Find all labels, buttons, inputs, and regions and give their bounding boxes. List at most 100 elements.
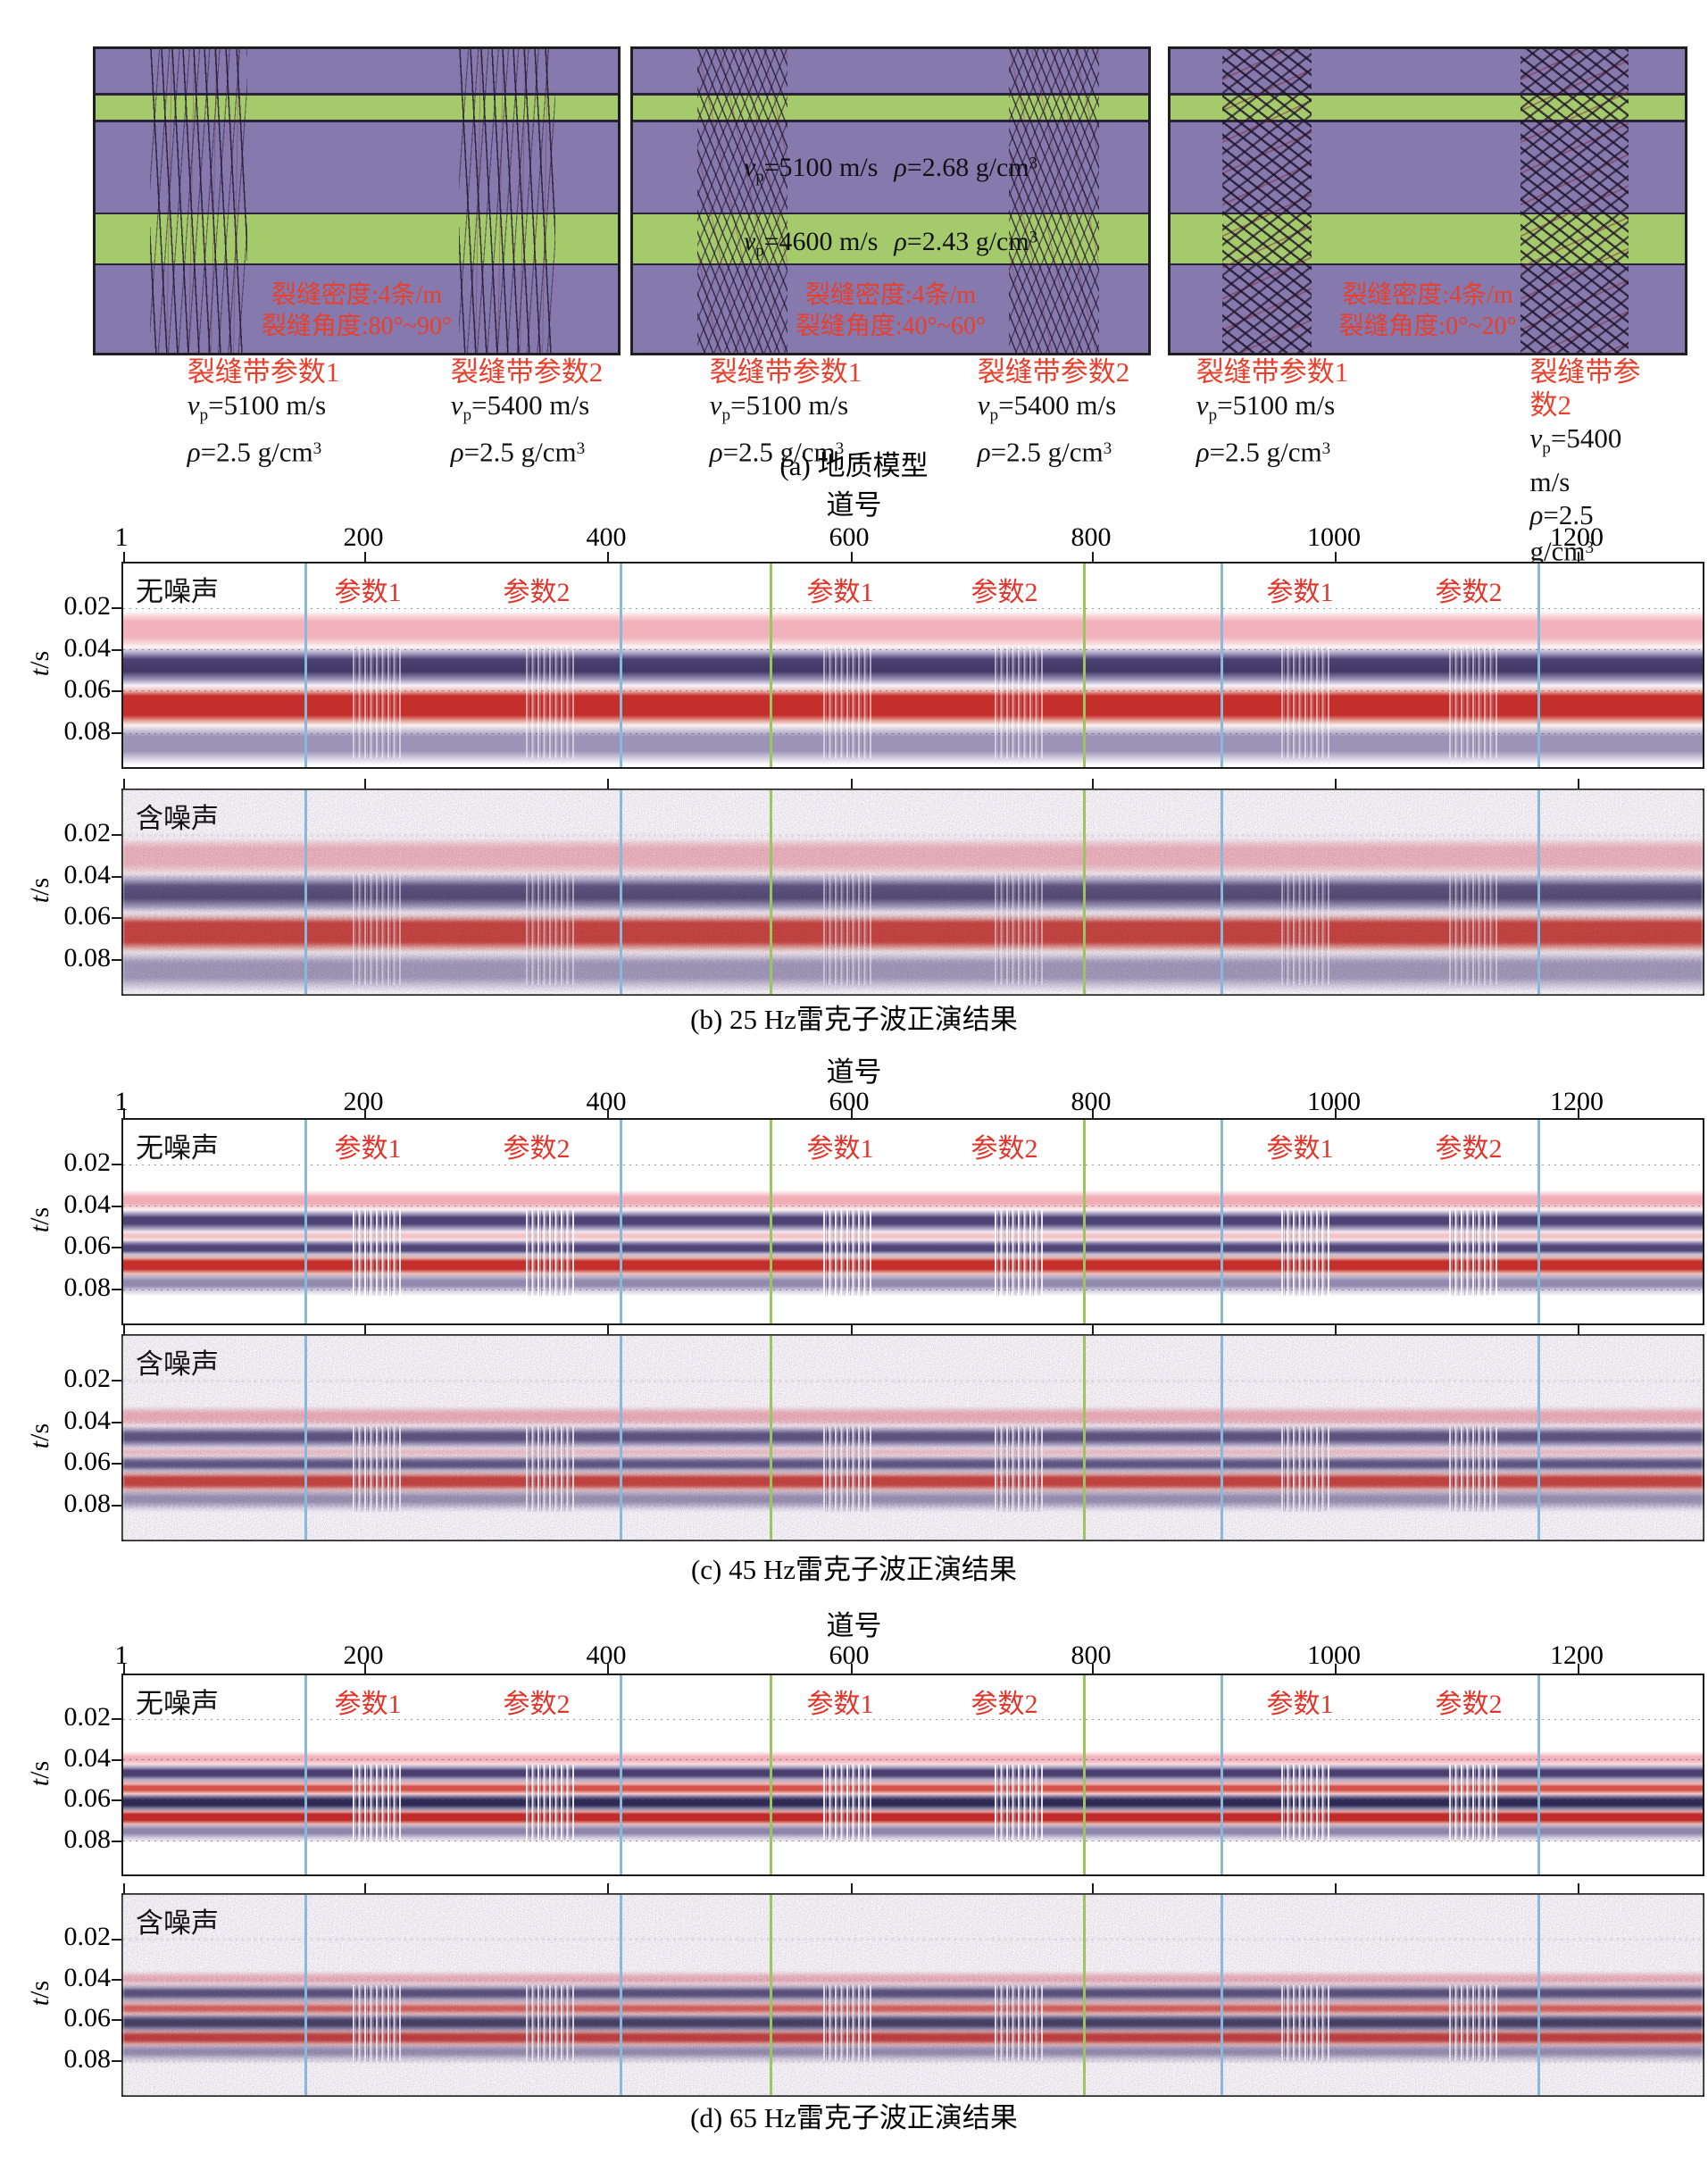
- vp-value: vp=5100 m/s: [709, 389, 849, 425]
- fracture-cluster: [1221, 49, 1312, 353]
- panel-condition-label: 无噪声: [136, 1688, 219, 1719]
- panel-condition-label: 含噪声: [136, 1348, 219, 1380]
- param2-marker: 参数2: [503, 578, 571, 607]
- panel-condition-label: 含噪声: [136, 1907, 219, 1939]
- panel-condition-label: 无噪声: [136, 576, 219, 607]
- fracture-zone-marker-lines: [123, 1675, 1703, 1874]
- panel-condition-label: 含噪声: [136, 803, 219, 834]
- fracture-zone-marker-lines: [123, 790, 1703, 994]
- zone-label-p3-1: 裂缝带参数1 vp=5100 m/s ρ=2.5 g/cm3: [1196, 356, 1349, 468]
- zone-label-p2-2: 裂缝带参数2 vp=5400 m/s ρ=2.5 g/cm3: [977, 356, 1130, 468]
- fracture-cluster: [458, 49, 555, 353]
- y-tick-label: 0.04: [63, 1743, 112, 1773]
- caption-b: (b) 25 Hz雷克子波正演结果: [690, 1004, 1018, 1035]
- x-tick-label: 400: [586, 522, 627, 552]
- fracture-angle: 裂缝角度:0°~20°: [1338, 313, 1517, 340]
- vp-value: vp=5400 m/s: [1529, 422, 1622, 497]
- param2-marker: 参数2: [1435, 578, 1503, 607]
- seismic-panel-45hz-noisy: 含噪声: [112, 1324, 1704, 1541]
- fracture-density: 裂缝密度:4条/m: [271, 281, 443, 309]
- x-tick-label: 800: [1071, 522, 1112, 552]
- fracture-angle: 裂缝角度:80°~90°: [261, 313, 453, 340]
- x-axis-title-b: 道号: [826, 489, 882, 521]
- rho-value: ρ=2.5 g/cm3: [977, 436, 1112, 468]
- param2-marker: 参数2: [503, 1134, 571, 1164]
- left-axis-ticks: [112, 1120, 121, 1323]
- y-tick-label: 0.06: [63, 2003, 112, 2033]
- seismic-panel-25hz-clean: 无噪声 参数1 参数2 参数1 参数2 参数1 参数2: [112, 552, 1704, 769]
- y-axis-title: t/s: [25, 1980, 54, 2007]
- left-axis-ticks: [112, 1895, 121, 2095]
- y-tick-label: 0.04: [63, 1406, 112, 1435]
- y-tick-label: 0.08: [63, 1489, 112, 1518]
- y-tick-label: 0.08: [63, 1824, 112, 1854]
- y-tick-label: 0.02: [63, 1364, 112, 1393]
- param2-marker: 参数2: [503, 1690, 571, 1719]
- zone-label-p1-2: 裂缝带参数2 vp=5400 m/s ρ=2.5 g/cm3: [450, 356, 604, 468]
- param1-marker: 参数1: [334, 578, 402, 607]
- y-tick-label: 0.06: [63, 1783, 112, 1813]
- left-axis-ticks: [112, 563, 121, 767]
- left-axis-ticks: [112, 790, 121, 994]
- y-tick-label: 0.02: [63, 818, 112, 847]
- y-tick-label: 0.06: [63, 1447, 112, 1476]
- vp-value: vp=5400 m/s: [450, 389, 590, 425]
- vp-value: vp=5400 m/s: [977, 389, 1117, 425]
- top-axis-ticks: [123, 1108, 1703, 1118]
- seismic-panel-25hz-noisy: 含噪声: [112, 779, 1704, 996]
- rho-value: ρ=2.5 g/cm3: [187, 436, 322, 468]
- top-axis-ticks: [123, 1324, 1703, 1334]
- x-tick-label: 600: [829, 522, 870, 552]
- fracture-cluster: [697, 49, 788, 353]
- y-tick-label: 0.02: [63, 1702, 112, 1732]
- fracture-zone-marker-lines: [123, 1120, 1703, 1323]
- param2-marker: 参数2: [1435, 1690, 1503, 1719]
- y-tick-label: 0.04: [63, 860, 112, 889]
- param1-marker: 参数1: [806, 1690, 874, 1719]
- y-axis-title: t/s: [25, 1423, 54, 1449]
- y-tick-label: 0.04: [63, 633, 112, 663]
- top-axis-ticks: [123, 552, 1703, 562]
- x-tick-label: 200: [343, 522, 384, 552]
- geo-model-panel-1: 裂缝密度:4条/m 裂缝角度:80°~90°: [93, 46, 621, 355]
- param1-marker: 参数1: [334, 1690, 402, 1719]
- y-tick-label: 0.06: [63, 674, 112, 704]
- y-axis-title: t/s: [25, 877, 54, 904]
- seismic-panel-45hz-clean: 无噪声 参数1 参数2 参数1 参数2 参数1 参数2: [112, 1108, 1704, 1325]
- param2-marker: 参数2: [971, 578, 1038, 607]
- fracture-angle: 裂缝角度:40°~60°: [795, 313, 987, 340]
- param2-marker: 参数2: [971, 1690, 1038, 1719]
- y-axis-title: t/s: [25, 1760, 54, 1787]
- fracture-info: 裂缝密度:4条/m 裂缝角度:40°~60°: [633, 280, 1148, 342]
- layer2-properties: vp=4600 m/s ρ=2.43 g/cm3: [744, 227, 1037, 261]
- y-axis-title: t/s: [25, 650, 54, 677]
- caption-c: (c) 45 Hz雷克子波正演结果: [690, 1554, 1018, 1585]
- left-axis-ticks: [112, 1336, 121, 1540]
- rho-value: ρ=2.5 g/cm3: [1196, 436, 1331, 468]
- y-axis-title: t/s: [25, 1206, 54, 1233]
- param2-marker: 参数2: [971, 1134, 1038, 1164]
- zone-label-p1-1: 裂缝带参数1 vp=5100 m/s ρ=2.5 g/cm3: [187, 356, 340, 468]
- param1-marker: 参数1: [1266, 1690, 1334, 1719]
- param1-marker: 参数1: [1266, 1134, 1334, 1164]
- fracture-cluster: [1009, 49, 1100, 353]
- rho-value: ρ=2.5 g/cm3: [709, 436, 845, 468]
- vp-value: vp=5100 m/s: [1196, 389, 1336, 425]
- fracture-info: 裂缝密度:4条/m 裂缝角度:80°~90°: [96, 280, 618, 342]
- y-tick-label: 0.08: [63, 1273, 112, 1302]
- y-tick-label: 0.06: [63, 1231, 112, 1260]
- fracture-density: 裂缝密度:4条/m: [1342, 281, 1513, 309]
- panel-condition-label: 无噪声: [136, 1132, 219, 1164]
- caption-a: (a) 地质模型: [779, 450, 929, 481]
- x-axis-title-d: 道号: [826, 1610, 882, 1641]
- zone-label-p2-1: 裂缝带参数1 vp=5100 m/s ρ=2.5 g/cm3: [709, 356, 862, 468]
- x-tick-label: 1200: [1550, 522, 1604, 552]
- y-tick-label: 0.02: [63, 591, 112, 621]
- x-axis-title-c: 道号: [826, 1056, 882, 1088]
- top-axis-ticks: [123, 779, 1703, 789]
- caption-d: (d) 65 Hz雷克子波正演结果: [690, 2102, 1018, 2133]
- fracture-zone-marker-lines: [123, 1895, 1703, 2095]
- y-tick-label: 0.08: [63, 2044, 112, 2074]
- geo-model-panel-2: vp=5100 m/s ρ=2.68 g/cm3 vp=4600 m/s ρ=2.4…: [630, 46, 1151, 355]
